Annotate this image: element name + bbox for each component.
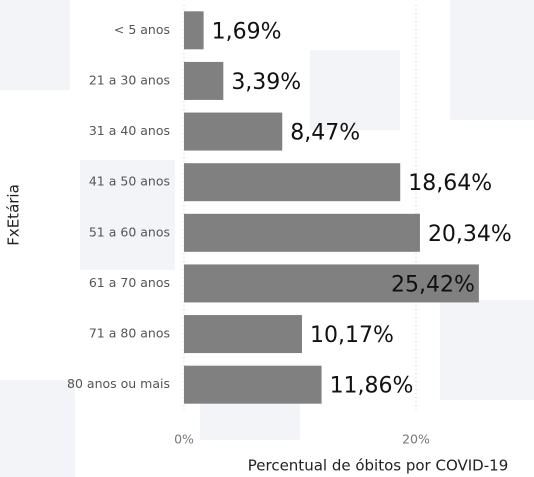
y-tick-label: < 5 anos	[114, 22, 170, 37]
y-tick-label: 80 anos ou mais	[67, 376, 170, 391]
y-tick-label: 31 a 40 anos	[89, 123, 170, 138]
value-label: 25,42%	[391, 272, 475, 297]
x-tick-label: 0%	[174, 432, 194, 447]
bar	[184, 61, 224, 100]
y-axis-title: FxEtária	[5, 184, 23, 246]
x-axis-title: Percentual de óbitos por COVID-19	[248, 457, 509, 475]
value-label: 11,86%	[330, 374, 414, 399]
y-tick-label: 41 a 50 anos	[89, 174, 170, 189]
value-label: 1,69%	[212, 19, 282, 44]
y-tick-label: 21 a 30 anos	[89, 72, 170, 87]
bar	[184, 163, 401, 202]
y-tick-label: 71 a 80 anos	[89, 326, 170, 341]
value-label: 3,39%	[231, 70, 301, 95]
y-tick-label: 51 a 60 anos	[89, 224, 170, 239]
x-tick-label: 20%	[402, 432, 430, 447]
value-label: 18,64%	[408, 171, 492, 196]
value-label: 10,17%	[310, 323, 394, 348]
y-tick-label: 61 a 70 anos	[89, 275, 170, 290]
bar	[184, 213, 420, 252]
bar	[184, 112, 283, 151]
value-label: 8,47%	[290, 121, 360, 146]
bar	[184, 11, 204, 50]
bar	[184, 264, 479, 303]
value-label: 20,34%	[428, 222, 512, 247]
bar	[184, 365, 322, 404]
bar	[184, 315, 302, 354]
